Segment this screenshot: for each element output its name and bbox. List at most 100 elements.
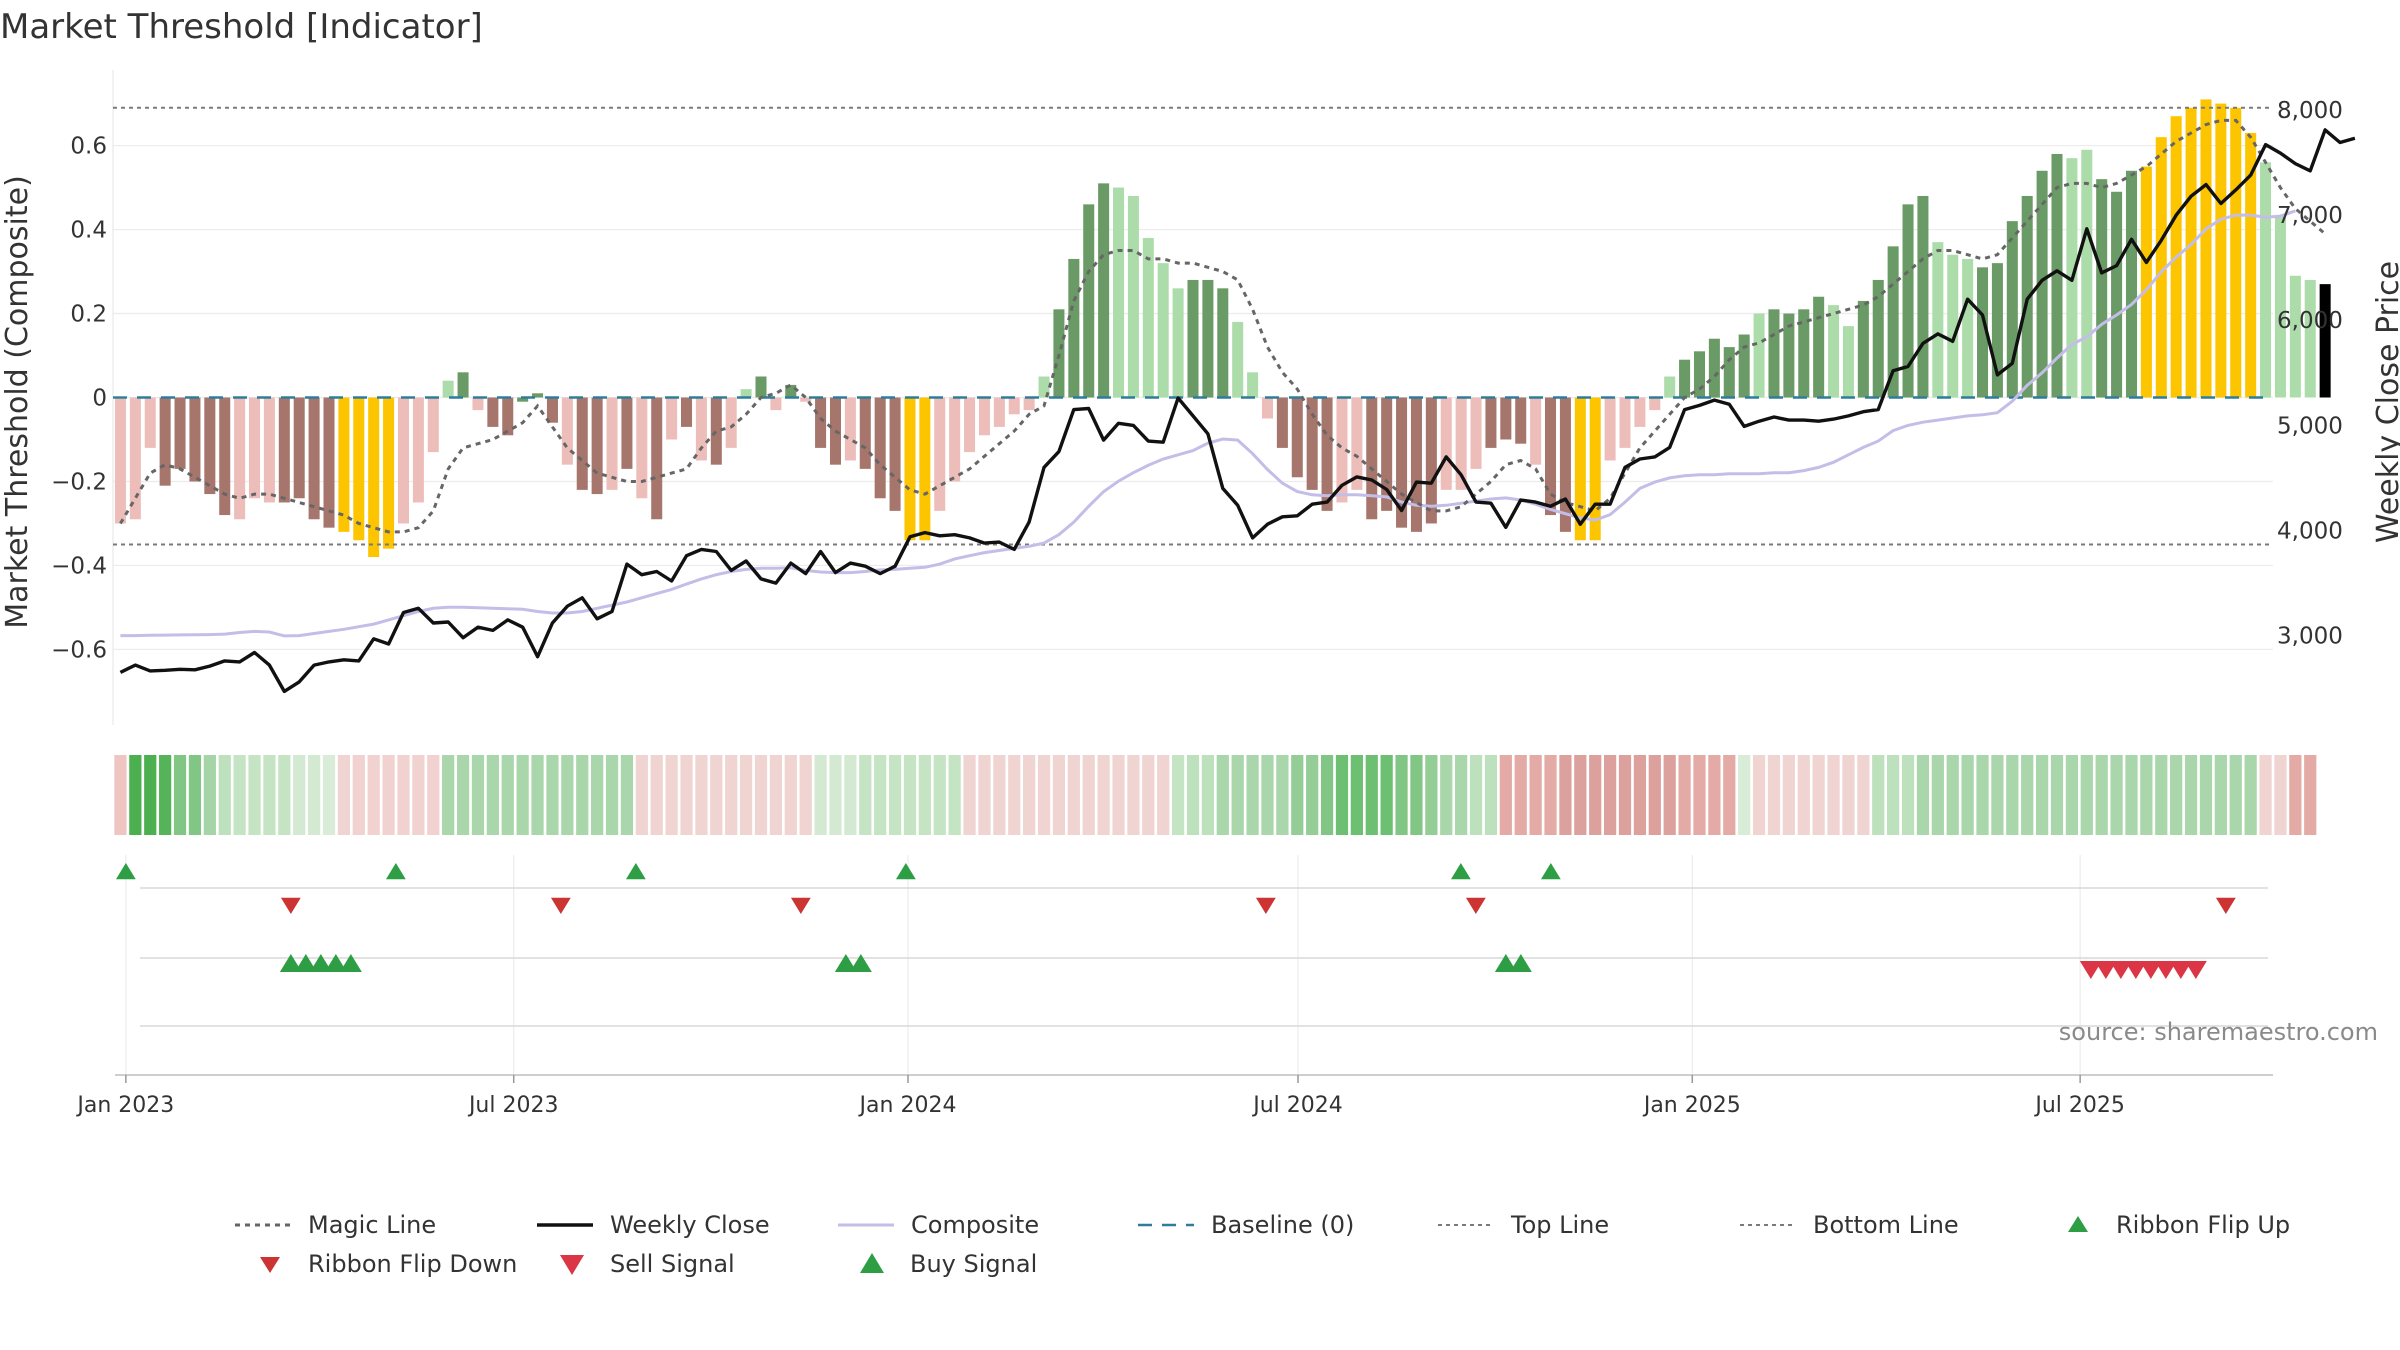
ribbon-cell (293, 755, 306, 835)
composite-bar (978, 397, 990, 436)
buy-signal-marker (834, 954, 857, 972)
composite-bar (472, 397, 484, 411)
composite-bar (1693, 351, 1705, 398)
ribbon-cell (1201, 755, 1215, 835)
reference-lines (113, 106, 2273, 546)
composite-bar (1470, 397, 1482, 469)
ribbon-cell (1782, 755, 1795, 835)
ribbon-flip-up-marker (385, 863, 406, 880)
ribbon-cell (1440, 755, 1453, 835)
sell-signal-marker (2079, 961, 2102, 979)
composite-bar (1500, 397, 1512, 440)
ribbon-cell (159, 755, 172, 835)
ribbon-cell (1112, 755, 1125, 835)
composite-bar (2304, 279, 2316, 398)
composite-bar (1619, 397, 1631, 448)
composite-bar (1559, 397, 1571, 532)
composite-bar (1306, 397, 1318, 490)
composite-bar (189, 397, 201, 482)
ribbon-cell (1276, 755, 1289, 835)
ribbon-flip-down-marker (1465, 897, 1486, 914)
ribbon-cell (1171, 755, 1185, 835)
ribbon-cell (2140, 755, 2153, 835)
ribbon-cell (129, 755, 142, 835)
composite-bar (1872, 279, 1884, 398)
composite-bar (2125, 170, 2137, 398)
composite-bar (278, 397, 290, 503)
ribbon-cell (561, 755, 574, 835)
ribbon-cell (1827, 755, 1840, 835)
ribbon-cell (1887, 755, 1900, 835)
ribbon-cell (2095, 755, 2108, 835)
ribbon-cell (2170, 755, 2183, 835)
buy-signal-marker (1494, 954, 1517, 972)
composite-bar (1351, 397, 1363, 490)
buy-signal-marker (294, 954, 317, 972)
ribbon-cell (278, 755, 291, 835)
ribbon-cell (829, 755, 842, 835)
ribbon-flip-up-marker (1450, 863, 1471, 880)
ribbon-cell (2214, 755, 2227, 835)
y2-axis-title: Weekly Close Price (2371, 261, 2400, 543)
ribbon-cell (2289, 755, 2302, 835)
composite-bar (457, 372, 469, 398)
sell-signal-marker (2124, 961, 2147, 979)
ribbon-cell (1023, 755, 1036, 835)
ribbon-cell (725, 755, 738, 835)
x-axis: Jan 2023 Jul 2023 Jan 2024 Jul 2024 Jan 2025… (75, 1074, 2273, 1118)
ribbon-cell (322, 755, 336, 835)
y-axis-right: 3,000 4,000 5,000 6,000 7,000 8,000 (2277, 98, 2343, 650)
composite-bar (2274, 216, 2286, 398)
ribbon-cell (814, 755, 827, 835)
y2-tick-label: 8,000 (2277, 98, 2343, 124)
legend-label-close: Weekly Close (610, 1211, 770, 1239)
ribbon-cell (1484, 755, 1498, 835)
composite-bar (1440, 397, 1452, 490)
y2-tick-label: 7,000 (2277, 203, 2343, 229)
ribbon-cell (442, 755, 455, 835)
trend-ribbon (114, 755, 2317, 835)
ribbon-cell (695, 755, 708, 835)
composite-bar (219, 397, 231, 516)
ribbon-cell (1469, 755, 1483, 835)
composite-bar (889, 397, 901, 511)
composite-bar (412, 397, 424, 503)
composite-bar (1366, 397, 1378, 520)
legend-swatch-flip-up (2068, 1216, 2088, 1232)
sell-signal-marker (2184, 961, 2207, 979)
composite-bar (606, 397, 618, 490)
composite-bar (934, 397, 946, 511)
ribbon-cell (546, 755, 559, 835)
ribbon-flip-down-marker (550, 897, 571, 914)
ribbon-cell (859, 755, 872, 835)
ribbon-cell (1544, 755, 1557, 835)
y-tick-label: 0.2 (70, 302, 107, 328)
composite-bar (785, 384, 797, 398)
ribbon-cell (1008, 755, 1021, 835)
composite-bar (874, 397, 886, 499)
composite-bar (1321, 397, 1333, 511)
composite-bar (1023, 397, 1035, 411)
signal-rows (115, 863, 2268, 1027)
x-tick-label: Jan 2025 (1642, 1093, 1741, 1118)
legend-label-top: Top Line (1510, 1211, 1609, 1239)
ribbon-cell (903, 755, 917, 835)
ribbon-cell (1395, 755, 1408, 835)
composite-bar (1127, 195, 1139, 398)
ribbon-cell (248, 755, 261, 835)
composite-bar (1857, 300, 1869, 398)
composite-bar (1708, 338, 1720, 398)
ribbon-flip-down-marker (790, 897, 811, 914)
x-tick-label: Jul 2024 (1251, 1093, 1343, 1118)
composite-bar (1738, 334, 1750, 398)
ribbon-cell (531, 755, 544, 835)
ribbon-cell (352, 755, 365, 835)
composite-bar (1634, 397, 1646, 427)
legend-label-buy: Buy Signal (910, 1250, 1037, 1278)
ribbon-cell (799, 755, 812, 835)
ribbon-cell (1514, 755, 1527, 835)
buy-signal-marker (324, 954, 347, 972)
ribbon-cell (2080, 755, 2093, 835)
composite-bar (904, 397, 916, 541)
